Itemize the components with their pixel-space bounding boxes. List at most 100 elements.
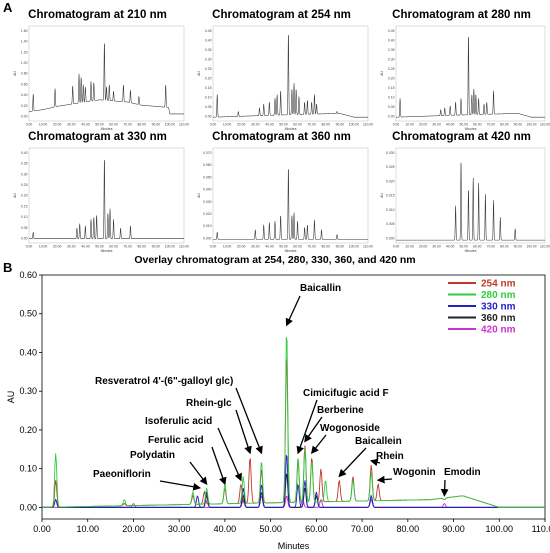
peak-annotation-label: Wogonoside xyxy=(320,423,380,434)
mini-y-tick-label: 0.00 xyxy=(21,114,28,118)
mini-y-axis-label: AU xyxy=(380,193,384,198)
peak-annotation: Rhein xyxy=(369,451,404,467)
mini-x-tick-label: 20.00 xyxy=(53,245,62,249)
overlay-plot-frame xyxy=(41,274,546,520)
series-line-280-nm xyxy=(41,337,545,508)
mini-y-tick-label: 0.05 xyxy=(21,226,28,230)
peak-annotation-arrow xyxy=(440,479,449,497)
peak-annotation-arrow xyxy=(217,427,242,482)
mini-y-tick-label: 0.050 xyxy=(203,175,212,179)
mini-x-tick-label: 70.00 xyxy=(123,245,132,249)
y-tick-label: 0.30 xyxy=(19,386,37,396)
panel-a: Chromatogram at 210 nm 0.00 0.20 0.40 0.60 0.… xyxy=(13,9,550,253)
mini-x-tick-label: 30.00 xyxy=(67,123,76,127)
mini-trace xyxy=(396,162,545,241)
mini-chart-title: Chromatogram at 254 nm xyxy=(212,9,351,21)
mini-x-tick-label: 110.00 xyxy=(363,245,373,249)
mini-y-tick-label: 0.010 xyxy=(386,208,395,212)
mini-x-tick-label: 40.00 xyxy=(81,123,90,127)
mini-trace xyxy=(28,43,184,115)
mini-plot-frame xyxy=(212,25,369,122)
peak-annotation-arrow xyxy=(296,399,318,455)
mini-chart-title: Chromatogram at 280 nm xyxy=(392,9,531,21)
mini-x-tick-label: 20.00 xyxy=(237,123,246,127)
y-tick-label: 0.20 xyxy=(19,425,37,435)
x-tick-label: 70.00 xyxy=(351,524,374,534)
peak-annotation-label: Berberine xyxy=(317,405,364,416)
mini-x-tick-label: 110.00 xyxy=(540,123,550,127)
mini-x-tick-label: 80.00 xyxy=(137,123,146,127)
mini-y-tick-label: 0.40 xyxy=(21,93,28,97)
mini-x-tick-label: 10.00 xyxy=(405,123,414,127)
peak-annotation-label: Cimicifugic acid F xyxy=(303,388,389,399)
mini-x-tick-label: 10.00 xyxy=(223,123,232,127)
mini-y-tick-label: 0.00 xyxy=(21,236,28,240)
peak-annotation-arrow xyxy=(369,458,381,467)
mini-y-tick-label: 1.00 xyxy=(21,61,28,65)
mini-x-tick-label: 40.00 xyxy=(446,245,455,249)
mini-x-tick-label: 100.00 xyxy=(526,123,536,127)
peak-annotation-arrow xyxy=(159,480,202,491)
mini-chromatogram: Chromatogram at 210 nm 0.00 0.20 0.40 0.60 0.… xyxy=(13,9,189,131)
mini-x-tick-label: 70.00 xyxy=(487,245,496,249)
peak-annotation-label: Paeoniflorin xyxy=(93,469,151,480)
mini-y-tick-label: 0.25 xyxy=(388,67,395,71)
peak-annotation: Polydatin xyxy=(130,450,208,486)
mini-x-axis-label: Minutes xyxy=(101,127,113,131)
mini-x-tick-label: 110.00 xyxy=(179,245,189,249)
mini-x-tick-label: 100.00 xyxy=(349,123,359,127)
peak-annotation-arrow xyxy=(376,475,393,484)
mini-y-tick-label: 0.015 xyxy=(386,194,395,198)
mini-x-tick-label: 50.00 xyxy=(459,245,468,249)
mini-y-tick-label: 1.40 xyxy=(21,40,28,44)
peak-annotation: Rhein-glc xyxy=(186,398,252,455)
x-tick-label: 0.00 xyxy=(33,524,51,534)
y-tick-label: 0.50 xyxy=(19,309,37,319)
mini-x-tick-label: 60.00 xyxy=(109,123,118,127)
mini-y-tick-label: 0.40 xyxy=(388,38,395,42)
mini-x-tick-label: 30.00 xyxy=(432,123,441,127)
mini-y-tick-label: 0.060 xyxy=(203,163,212,167)
mini-chart-title: Chromatogram at 360 nm xyxy=(212,131,351,143)
mini-y-tick-label: 0.20 xyxy=(21,104,28,108)
overlay-chart-title: Overlay chromatogram at 254, 280, 330, 3… xyxy=(134,254,415,266)
mini-y-tick-label: 0.20 xyxy=(205,76,212,80)
mini-x-tick-label: 60.00 xyxy=(293,245,302,249)
mini-x-tick-label: 90.00 xyxy=(152,123,161,127)
mini-x-tick-label: 0.00 xyxy=(26,245,33,249)
mini-x-tick-label: 70.00 xyxy=(123,123,132,127)
mini-x-tick-label: 80.00 xyxy=(500,123,509,127)
mini-y-tick-label: 0.35 xyxy=(21,162,28,166)
mini-x-tick-label: 60.00 xyxy=(293,123,302,127)
mini-x-tick-label: 70.00 xyxy=(307,123,316,127)
peak-annotation-arrow xyxy=(211,446,227,486)
mini-plot-frame xyxy=(395,25,546,122)
mini-x-tick-label: 90.00 xyxy=(336,123,345,127)
x-tick-label: 50.00 xyxy=(259,524,282,534)
mini-x-axis-label: Minutes xyxy=(101,249,113,253)
x-tick-label: 80.00 xyxy=(397,524,420,534)
mini-chart-title: Chromatogram at 210 nm xyxy=(28,9,167,21)
peak-annotation-label: Ferulic acid xyxy=(148,435,204,446)
legend-label: 280 nm xyxy=(481,290,516,301)
peak-annotation-label: Wogonin xyxy=(393,467,436,478)
mini-x-tick-label: 70.00 xyxy=(487,123,496,127)
mini-chart-title: Chromatogram at 330 nm xyxy=(28,131,167,143)
x-tick-label: 30.00 xyxy=(168,524,191,534)
mini-y-tick-label: 0.000 xyxy=(386,236,395,240)
x-tick-label: 100.00 xyxy=(486,524,514,534)
peak-annotation-label: Rhein-glc xyxy=(186,398,232,409)
mini-y-axis-label: AU xyxy=(13,193,17,198)
mini-x-tick-label: 20.00 xyxy=(237,245,246,249)
mini-x-tick-label: 80.00 xyxy=(321,123,330,127)
mini-y-tick-label: 0.030 xyxy=(386,151,395,155)
mini-y-axis-label: AU xyxy=(197,193,201,198)
mini-plot-frame xyxy=(212,147,369,244)
mini-trace xyxy=(395,36,545,118)
mini-y-tick-label: 0.30 xyxy=(205,57,212,61)
x-tick-label: 110.00 xyxy=(532,524,550,534)
mini-y-tick-label: 0.00 xyxy=(205,114,212,118)
mini-y-tick-label: 0.070 xyxy=(203,151,212,155)
mini-x-tick-label: 50.00 xyxy=(279,245,288,249)
